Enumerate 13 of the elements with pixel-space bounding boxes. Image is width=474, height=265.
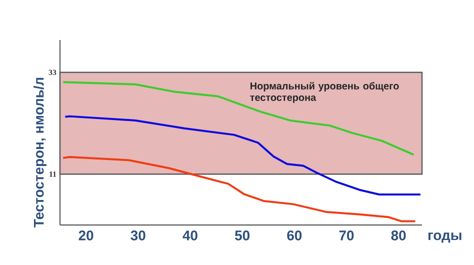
x-tick-label: 60 [287,230,302,240]
x-tick-label: 40 [182,230,198,240]
x-tick-label: 20 [78,230,94,240]
x-tick-label: 30 [130,230,146,240]
line-series [62,156,416,222]
x-axis-title: годы [428,232,462,243]
line-series [62,81,415,156]
y-axis-title: Тестостерон, нмоль/л [33,78,46,228]
x-tick-label: 70 [339,230,354,240]
line-series [64,115,422,196]
band-label: Нормальный уровень общего тестостерона [250,82,399,103]
x-tick-label: 80 [391,230,406,240]
x-tick-label: 50 [234,230,250,240]
